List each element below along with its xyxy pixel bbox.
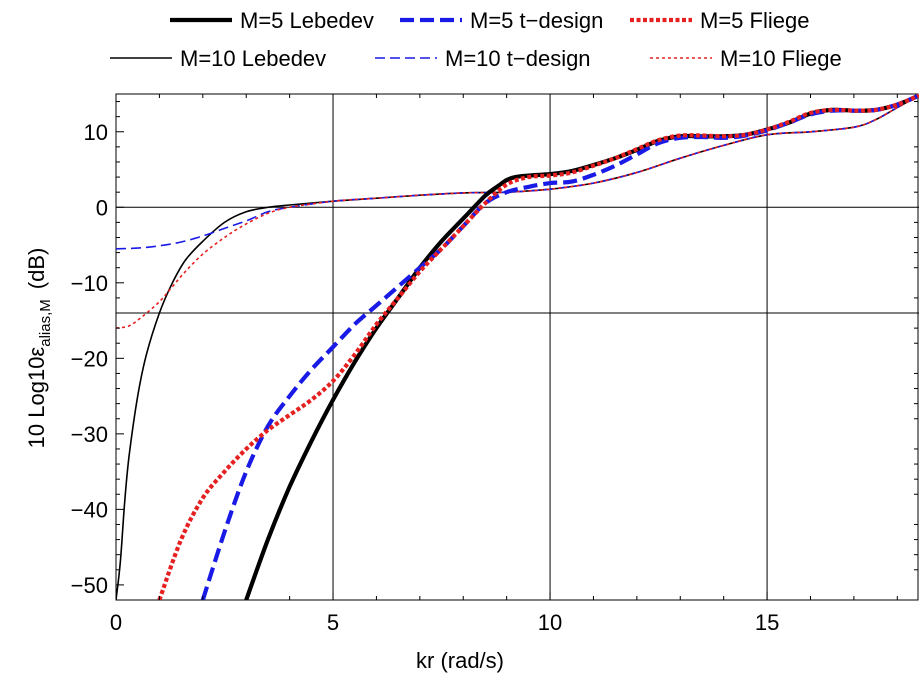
ticks: 0 5 10 15 10 0 −10 −20 −30 −40 −50 <box>71 94 918 635</box>
legend-label-4: M=10 t−design <box>445 46 591 71</box>
x-tick-label-1: 5 <box>327 610 339 635</box>
legend-label-5: M=10 Fliege <box>720 46 842 71</box>
series-line-5 <box>116 94 919 329</box>
legend-label-3: M=10 Lebedev <box>180 46 326 71</box>
legend-label-1: M=5 t−design <box>470 8 603 33</box>
plot-frame <box>115 93 919 601</box>
y-axis-label-symbol: ε <box>24 347 49 357</box>
x-axis-label: kr (rad/s) <box>416 648 504 673</box>
legend: M=5 Lebedev M=5 t−design M=5 Fliege M=10 Le… <box>110 8 842 71</box>
y-axis-label-suffix: (dB) <box>24 248 49 290</box>
plot-border <box>115 93 919 601</box>
x-tick-label-0: 0 <box>110 610 122 635</box>
y-tick-label-4: −30 <box>71 422 108 447</box>
y-tick-label-3: −20 <box>71 346 108 371</box>
grid-lines <box>116 94 919 600</box>
y-tick-label-6: −50 <box>71 573 108 598</box>
y-tick-label-1: 0 <box>96 195 108 220</box>
legend-label-0: M=5 Lebedev <box>240 8 374 33</box>
y-tick-label-0: 10 <box>84 120 108 145</box>
series-layer <box>116 94 919 600</box>
series-line-3 <box>116 94 919 600</box>
legend-label-2: M=5 Fliege <box>700 8 809 33</box>
y-axis-label-subscript: alias,M <box>37 299 54 347</box>
x-tick-label-2: 10 <box>538 610 562 635</box>
y-tick-label-5: −40 <box>71 497 108 522</box>
y-tick-label-2: −10 <box>71 271 108 296</box>
svg-text:10 Log10εalias,M(dB): 10 Log10εalias,M (dB) <box>24 248 54 449</box>
x-tick-label-3: 15 <box>755 610 779 635</box>
y-axis-label-prefix: 10 Log10 <box>24 357 49 449</box>
y-axis-label: 10 Log10εalias,M (dB) <box>24 248 54 449</box>
